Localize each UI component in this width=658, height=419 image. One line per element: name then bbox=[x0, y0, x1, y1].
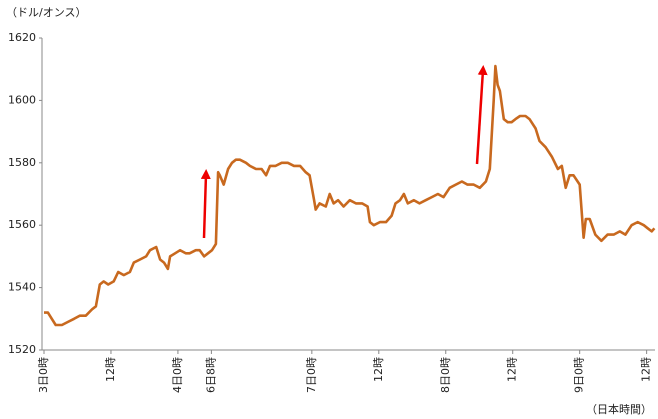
arrow bbox=[200, 169, 211, 239]
x-tick-label: 6日8時 bbox=[204, 357, 217, 393]
x-tick-label: 7日0時 bbox=[305, 357, 318, 393]
x-axis-label: （日本時間） bbox=[586, 402, 652, 416]
x-tick-label: 12時 bbox=[640, 357, 653, 382]
y-tick-label: 1540 bbox=[8, 281, 36, 294]
arrow bbox=[475, 65, 488, 165]
price-line bbox=[44, 64, 656, 327]
x-tick-label: 12時 bbox=[372, 357, 385, 382]
x-tick-label: 4日0時 bbox=[171, 357, 184, 393]
x-tick-label: 3日0時 bbox=[37, 357, 50, 393]
y-tick-label: 1620 bbox=[8, 31, 36, 44]
y-tick-label: 1520 bbox=[8, 343, 36, 356]
y-tick-label: 1580 bbox=[8, 156, 36, 169]
plot-area: 1520 1540 1560 1580 1600 1620 3日0時 12時 4日0時 6日8時 7… bbox=[8, 31, 656, 393]
x-tick-label: 8日0時 bbox=[439, 357, 452, 393]
y-tick-label: 1600 bbox=[8, 93, 36, 106]
y-tick-label: 1560 bbox=[8, 218, 36, 231]
x-tick-label: 12時 bbox=[104, 357, 117, 382]
x-tick-label: 9日0時 bbox=[573, 357, 586, 393]
x-tick-label: 12時 bbox=[506, 357, 519, 382]
y-axis-label: （ドル/オンス） bbox=[6, 6, 87, 19]
